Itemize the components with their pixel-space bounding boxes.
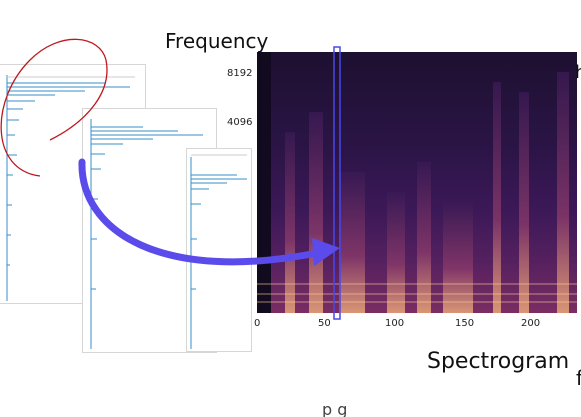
spectrogram-ytick-4096: 4096 [227, 117, 253, 128]
spectrogram-xtick-150: 150 [455, 318, 475, 329]
spectrogram-xtick-200: 200 [521, 318, 541, 329]
cropped-text-right-top: h [575, 62, 581, 83]
spectrogram-image [257, 52, 577, 313]
spectrum-plot-back [6, 75, 135, 301]
spectrum-plot-middle [90, 119, 203, 349]
spectrogram-label: Spectrogram [427, 349, 570, 374]
cropped-text-bottom: p g [322, 400, 348, 417]
frequency-label: Frequency [165, 29, 269, 53]
spectrogram-texture [257, 52, 577, 313]
spectrogram-xtick-50: 50 [318, 318, 331, 329]
spectrum-plot-front [190, 154, 247, 349]
red-curve [0, 38, 108, 177]
highlight-column-box [333, 46, 341, 320]
blue-arrowhead [312, 238, 340, 266]
spectrogram-xtick-0: 0 [254, 318, 261, 329]
blue-arrow [78, 158, 326, 266]
spectrogram-xtick-100: 100 [385, 318, 405, 329]
cropped-text-right-bottom: f [576, 366, 581, 390]
spectrogram-ytick-8192: 8192 [227, 68, 253, 79]
spectrum-card-front [186, 148, 252, 352]
